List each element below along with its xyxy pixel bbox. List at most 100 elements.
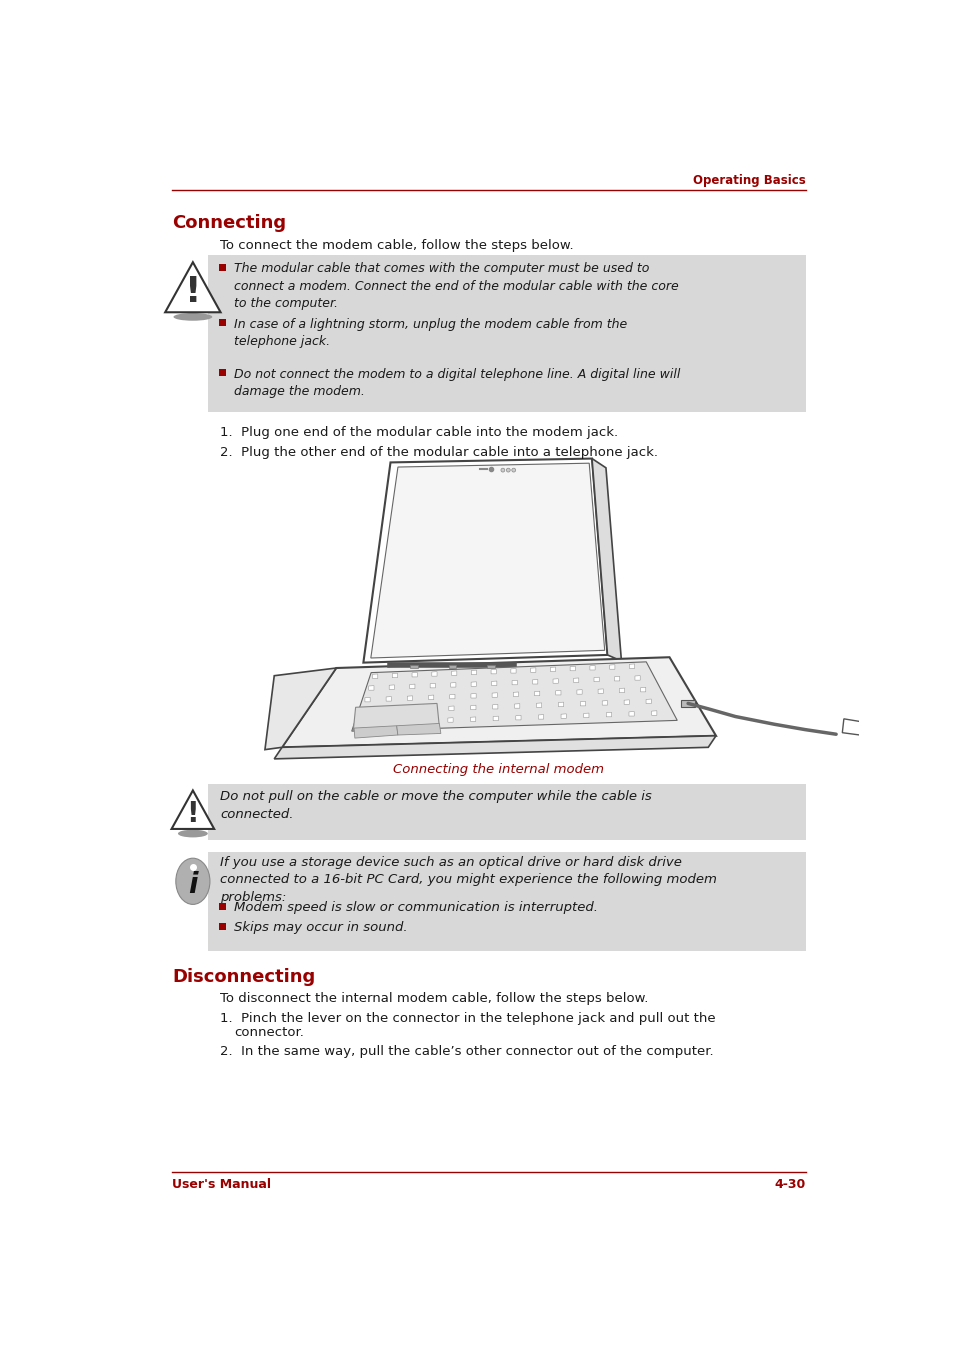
- Text: Modem speed is slow or communication is interrupted.: Modem speed is slow or communication is …: [233, 901, 598, 915]
- FancyBboxPatch shape: [208, 254, 805, 412]
- Polygon shape: [352, 662, 677, 731]
- Text: Do not connect the modem to a digital telephone line. A digital line will
damage: Do not connect the modem to a digital te…: [233, 367, 679, 399]
- Text: i: i: [188, 871, 197, 900]
- Text: If you use a storage device such as an optical drive or hard disk drive
connecte: If you use a storage device such as an o…: [220, 857, 716, 904]
- Polygon shape: [354, 725, 397, 738]
- Polygon shape: [530, 667, 536, 673]
- Text: Do not pull on the cable or move the computer while the cable is
connected.: Do not pull on the cable or move the com…: [220, 790, 651, 821]
- Bar: [410, 665, 417, 667]
- Polygon shape: [645, 698, 651, 704]
- Text: In case of a lightning storm, unplug the modem cable from the
telephone jack.: In case of a lightning storm, unplug the…: [233, 317, 626, 349]
- Polygon shape: [172, 790, 214, 830]
- Polygon shape: [470, 705, 476, 709]
- Ellipse shape: [178, 830, 208, 838]
- Polygon shape: [165, 262, 220, 312]
- Text: The modular cable that comes with the computer must be used to
connect a modem. : The modular cable that comes with the co…: [233, 262, 678, 311]
- Polygon shape: [396, 723, 440, 735]
- Polygon shape: [513, 692, 518, 697]
- Text: 2.  Plug the other end of the modular cable into a telephone jack.: 2. Plug the other end of the modular cab…: [220, 446, 658, 459]
- Polygon shape: [553, 678, 558, 684]
- Polygon shape: [493, 716, 497, 720]
- Text: To connect the modem cable, follow the steps below.: To connect the modem cable, follow the s…: [220, 239, 573, 253]
- Polygon shape: [448, 707, 454, 711]
- Polygon shape: [510, 669, 516, 673]
- Polygon shape: [432, 671, 436, 676]
- Polygon shape: [430, 684, 435, 688]
- Polygon shape: [492, 704, 497, 709]
- Polygon shape: [389, 685, 394, 689]
- Polygon shape: [371, 463, 604, 658]
- Polygon shape: [560, 713, 566, 719]
- Bar: [448, 665, 456, 667]
- Polygon shape: [365, 697, 370, 703]
- Polygon shape: [274, 736, 716, 759]
- Polygon shape: [881, 723, 896, 736]
- Polygon shape: [382, 708, 388, 713]
- Polygon shape: [447, 717, 453, 723]
- Polygon shape: [450, 682, 456, 688]
- Ellipse shape: [175, 858, 210, 904]
- Polygon shape: [404, 708, 410, 712]
- Text: Operating Basics: Operating Basics: [693, 174, 805, 186]
- Polygon shape: [639, 688, 645, 692]
- Text: connector.: connector.: [233, 1025, 303, 1039]
- Polygon shape: [491, 681, 497, 685]
- Text: Connecting the internal modem: Connecting the internal modem: [393, 763, 604, 775]
- Polygon shape: [536, 703, 541, 708]
- Polygon shape: [635, 676, 639, 680]
- Text: Skips may occur in sound.: Skips may occur in sound.: [233, 921, 407, 935]
- Polygon shape: [409, 684, 415, 689]
- Polygon shape: [876, 711, 903, 754]
- Polygon shape: [471, 693, 476, 698]
- Polygon shape: [368, 686, 374, 690]
- Text: !: !: [185, 276, 201, 309]
- Text: Disconnecting: Disconnecting: [172, 967, 314, 985]
- Polygon shape: [372, 674, 377, 678]
- Polygon shape: [386, 697, 391, 701]
- Text: To disconnect the internal modem cable, follow the steps below.: To disconnect the internal modem cable, …: [220, 992, 648, 1005]
- Polygon shape: [537, 715, 543, 719]
- Polygon shape: [514, 704, 519, 708]
- Polygon shape: [606, 712, 611, 717]
- Circle shape: [500, 469, 504, 471]
- FancyBboxPatch shape: [219, 263, 226, 270]
- Polygon shape: [651, 711, 657, 715]
- Polygon shape: [629, 663, 634, 669]
- Polygon shape: [426, 707, 432, 711]
- Polygon shape: [601, 701, 607, 705]
- Polygon shape: [491, 669, 496, 674]
- Polygon shape: [598, 689, 602, 693]
- Polygon shape: [357, 721, 362, 725]
- Polygon shape: [363, 458, 607, 662]
- Text: 1.  Plug one end of the modular cable into the modem jack.: 1. Plug one end of the modular cable int…: [220, 426, 618, 439]
- Polygon shape: [589, 666, 595, 670]
- Polygon shape: [392, 673, 397, 678]
- Polygon shape: [471, 682, 476, 686]
- Polygon shape: [379, 720, 385, 724]
- Text: User's Manual: User's Manual: [172, 1178, 271, 1192]
- Polygon shape: [623, 700, 629, 704]
- Polygon shape: [492, 693, 497, 697]
- Polygon shape: [555, 690, 560, 694]
- FancyBboxPatch shape: [219, 902, 226, 909]
- Polygon shape: [449, 694, 455, 698]
- Polygon shape: [407, 696, 412, 700]
- Polygon shape: [516, 716, 520, 720]
- Polygon shape: [428, 694, 434, 700]
- FancyBboxPatch shape: [208, 852, 805, 951]
- Polygon shape: [361, 709, 366, 713]
- FancyBboxPatch shape: [208, 785, 805, 840]
- Polygon shape: [558, 703, 563, 707]
- Text: !: !: [187, 800, 199, 828]
- Polygon shape: [614, 677, 619, 681]
- Polygon shape: [594, 677, 598, 682]
- Polygon shape: [592, 458, 620, 661]
- Circle shape: [511, 469, 516, 471]
- Circle shape: [506, 469, 510, 471]
- Polygon shape: [618, 688, 624, 693]
- Polygon shape: [550, 667, 555, 671]
- Bar: [487, 665, 495, 667]
- Polygon shape: [425, 719, 430, 723]
- Polygon shape: [451, 671, 456, 676]
- Text: Connecting: Connecting: [172, 215, 286, 232]
